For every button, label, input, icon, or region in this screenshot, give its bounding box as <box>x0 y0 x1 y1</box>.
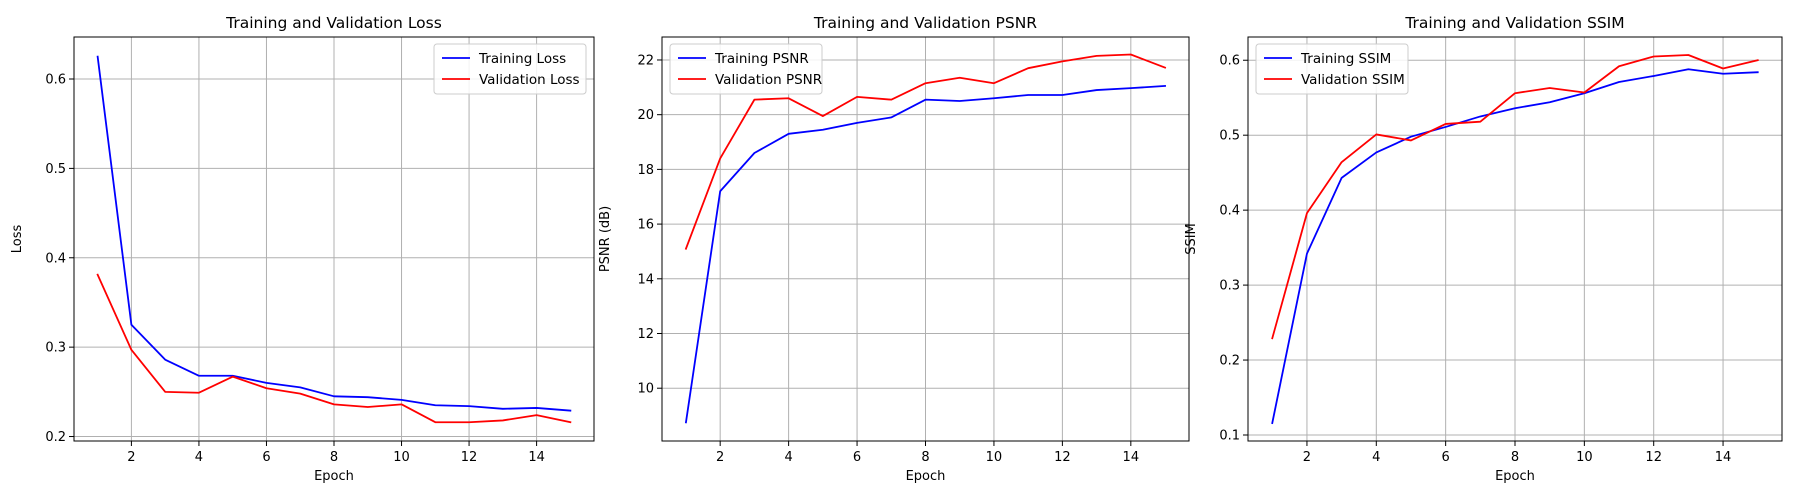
x-tick-label: 6 <box>262 450 270 465</box>
x-tick-label: 8 <box>330 450 338 465</box>
chart-title-psnr: Training and Validation PSNR <box>813 14 1037 32</box>
x-tick-label: 12 <box>461 450 478 465</box>
x-tick-label: 8 <box>1511 450 1519 465</box>
x-tick-label: 10 <box>393 450 410 465</box>
series-line-ssim-validation <box>1271 54 1759 340</box>
chart-title-ssim: Training and Validation SSIM <box>1404 14 1624 32</box>
y-axis-label-loss: Loss <box>10 225 25 254</box>
x-tick-label: 2 <box>127 450 135 465</box>
x-tick-label: 4 <box>784 450 792 465</box>
x-tick-label: 14 <box>1715 450 1732 465</box>
legend-label: Validation Loss <box>479 72 580 88</box>
chart-loss: 2 4 6 8 10 12 14 0.2 0.3 0.4 0.5 0.6 Training and Va… <box>10 14 595 484</box>
legend-frame <box>669 43 823 95</box>
grid-psnr <box>662 37 1189 441</box>
y-tick-label: 20 <box>637 108 654 123</box>
y-tick-label: 0.6 <box>1219 54 1240 69</box>
x-axis-label-psnr: Epoch <box>906 469 946 484</box>
y-tick-label: 0.4 <box>1219 204 1240 219</box>
y-tick-label: 0.2 <box>45 430 66 445</box>
grid-loss <box>74 37 594 441</box>
series-line-psnr-training <box>684 85 1167 424</box>
legend-label: Training PSNR <box>714 51 809 67</box>
x-tick-label: 10 <box>986 450 1003 465</box>
x-tick-label: 4 <box>195 450 203 465</box>
y-tick-label: 16 <box>637 218 654 233</box>
x-tick-label: 12 <box>1054 450 1071 465</box>
legend-label: Validation PSNR <box>715 72 822 88</box>
x-tick-label: 12 <box>1645 450 1662 465</box>
y-tick-label: 0.1 <box>1219 429 1240 444</box>
series-line-loss-validation <box>96 273 572 424</box>
y-axis-label-ssim: SSIM <box>1184 223 1199 255</box>
x-tick-label: 2 <box>716 450 724 465</box>
x-axis-label-loss: Epoch <box>314 469 354 484</box>
y-tick-label: 12 <box>637 327 654 342</box>
x-tick-label: 10 <box>1576 450 1593 465</box>
chart-title-loss: Training and Validation Loss <box>225 14 442 32</box>
series-line-ssim-training <box>1271 68 1759 425</box>
chart-psnr: 2 4 6 8 10 12 14 10 12 14 16 18 20 22 Training and Val… <box>598 14 1190 484</box>
x-tick-label: 2 <box>1303 450 1311 465</box>
x-tick-label: 6 <box>1442 450 1450 465</box>
y-tick-label: 14 <box>637 272 654 287</box>
y-tick-label: 0.3 <box>1219 279 1240 294</box>
x-tick-label: 6 <box>853 450 861 465</box>
legend-frame <box>1255 43 1409 95</box>
series-line-loss-training <box>96 55 572 412</box>
legend-ssim: Training SSIM Validation SSIM <box>1255 43 1409 95</box>
legend-label: Training Loss <box>478 51 566 67</box>
y-tick-label: 0.4 <box>45 251 66 266</box>
y-tick-label: 10 <box>637 382 654 397</box>
y-axis-label-psnr: PSNR (dB) <box>598 206 613 272</box>
y-tick-label: 0.5 <box>1219 129 1240 144</box>
chart-ssim: 2 4 6 8 10 12 14 0.1 0.2 0.3 0.4 0.5 0.6 Training and… <box>1184 14 1783 484</box>
y-tick-label: 0.5 <box>45 162 66 177</box>
y-tick-label: 22 <box>637 53 654 68</box>
y-tick-label: 0.6 <box>45 73 66 88</box>
x-axis-label-ssim: Epoch <box>1495 469 1535 484</box>
x-tick-label: 14 <box>528 450 545 465</box>
x-tick-label: 14 <box>1123 450 1140 465</box>
legend-label: Training SSIM <box>1300 51 1391 67</box>
y-tick-label: 0.2 <box>1219 354 1240 369</box>
series-line-psnr-validation <box>684 53 1167 250</box>
y-tick-label: 0.3 <box>45 341 66 356</box>
x-tick-label: 4 <box>1372 450 1380 465</box>
legend-label: Validation SSIM <box>1301 72 1405 88</box>
grid-ssim <box>1248 37 1782 441</box>
legend-psnr: Training PSNR Validation PSNR <box>669 43 823 95</box>
y-tick-label: 18 <box>637 163 654 178</box>
legend-frame <box>433 43 587 95</box>
x-tick-label: 8 <box>921 450 929 465</box>
legend-loss: Training Loss Validation Loss <box>433 43 587 95</box>
